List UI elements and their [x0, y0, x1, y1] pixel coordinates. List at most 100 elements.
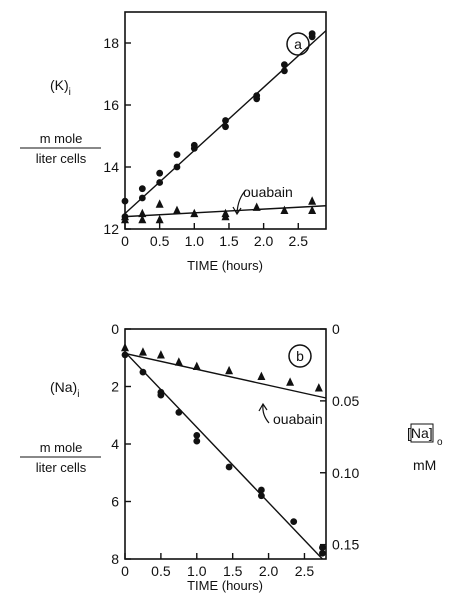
panel-b-right-label-sub: o — [437, 437, 443, 448]
panel-a-unit-denominator: liter cells — [36, 151, 87, 166]
panel-a-circle-point — [222, 117, 229, 124]
panel-b-y-tick-label: 6 — [111, 494, 119, 510]
panel-a-points — [121, 30, 317, 224]
panel-a-circle-point — [173, 163, 181, 171]
panel-b-y-tick-label: 8 — [111, 551, 119, 567]
panel-a-x-tick-label: 1.0 — [185, 233, 205, 249]
panel-a-y-tick-label: 18 — [103, 35, 119, 51]
panel-b-triangle-point — [314, 383, 323, 392]
panel-a-y-ticks: 12 14 16 18 — [103, 35, 131, 237]
panel-b-y-ticks: 0 2 4 6 8 — [111, 321, 131, 567]
panel-a-id-badge: a — [286, 32, 310, 56]
panel-a-x-label: TIME (hours) — [187, 258, 263, 273]
panel-a-circle-point — [138, 194, 146, 202]
panel-a-triangle-point — [280, 205, 289, 214]
panel-b-circle-point — [319, 549, 326, 557]
panel-a-circle-point — [173, 151, 181, 159]
panel-b-x-tick-label: 2.0 — [259, 563, 279, 579]
panel-b-annotation: ouabain — [273, 411, 323, 427]
panel-a-x-ticks: 0 0.5 1.0 1.5 2.0 2.5 — [121, 223, 308, 249]
panel-a-triangle-point — [221, 211, 230, 221]
panel-b-circle-point — [319, 544, 326, 551]
panel-b-triangle-point — [174, 357, 183, 366]
panel-b-x-tick-label: 1.0 — [187, 563, 207, 579]
panel-a-x-tick-label: 0 — [121, 233, 129, 249]
panel-b-triangle-point — [225, 365, 234, 375]
panel-a-circle-point — [253, 95, 261, 103]
panel-b-chart: b 0 2 4 6 8 0 0.05 0.10 0.15 0 0.5 1.0 1.5 2.0 2.5 (… — [20, 321, 443, 593]
panel-b-right-ticks: 0 0.05 0.10 0.15 — [320, 321, 359, 553]
panel-b-y-label: (Na)i — [50, 379, 79, 400]
panel-a-plot-frame — [124, 11, 327, 230]
panel-b-unit-numerator: m mole — [40, 440, 83, 455]
panel-b-circle-point — [175, 408, 183, 416]
panel-b-circle-point — [225, 463, 233, 471]
panel-a-y-label-main: (K) — [50, 77, 69, 93]
panel-a-letter: a — [294, 36, 302, 52]
panel-b-circle-point — [193, 431, 201, 439]
panel-a-circle-point — [281, 61, 288, 69]
panel-a-x-tick-label: 2.0 — [254, 233, 274, 249]
panel-b-circle-point — [257, 486, 265, 494]
panel-b-x-ticks: 0 0.5 1.0 1.5 2.0 2.5 — [121, 553, 314, 579]
panel-b-y-tick-label: 0 — [111, 321, 119, 337]
panel-b-right-tick-label: 0 — [332, 321, 340, 337]
panel-b-triangle-point — [156, 350, 165, 359]
panel-b-triangle-point — [138, 347, 147, 356]
panel-b-unit-denominator: liter cells — [36, 460, 87, 475]
panel-b-right-tick-label: 0.15 — [332, 537, 359, 553]
panel-b-annotation-arrow — [262, 404, 270, 424]
panel-b-circle-point — [257, 492, 265, 500]
panel-b-right-unit: mM — [413, 457, 436, 473]
panel-a-y-tick-label: 16 — [103, 97, 119, 113]
panel-b-letter: b — [296, 348, 304, 364]
panel-a-triangle-point — [155, 214, 164, 224]
panel-a-unit-numerator: m mole — [40, 131, 83, 146]
panel-b-right-tick-label: 0.05 — [332, 393, 359, 409]
panel-a-x-tick-label: 1.5 — [219, 233, 239, 249]
panel-a-y-label-sub: i — [69, 87, 71, 98]
panel-a-annotation-arrow — [236, 189, 247, 214]
panel-a-circle-point — [308, 33, 316, 41]
panel-a-y-tick-label: 14 — [103, 159, 119, 175]
panel-a-triangle-point — [308, 196, 317, 205]
panel-b-right-tick-label: 0.10 — [332, 465, 359, 481]
panel-b-x-tick-label: 0 — [121, 563, 129, 579]
panel-b-y-label-main: (Na) — [50, 379, 77, 395]
panel-a-triangle-point — [155, 199, 164, 208]
panel-a-triangle-point — [138, 208, 147, 218]
panel-a-triangle-point — [308, 205, 317, 214]
panel-a-triangle-point — [190, 208, 199, 218]
panel-a-circle-point — [190, 145, 198, 152]
panel-a-y-label: (K)i — [50, 77, 71, 98]
panel-b-fit-lines — [124, 351, 327, 560]
panel-a-x-tick-label: 0.5 — [150, 233, 170, 249]
panel-b-circle-point — [121, 351, 129, 359]
panel-b-circle-point — [157, 391, 165, 399]
panel-a-circle-point — [138, 185, 146, 193]
panel-b-annotation-arrowhead — [258, 402, 268, 412]
panel-a-circle-point — [281, 67, 288, 75]
panel-a-annotation: ouabain — [243, 184, 293, 200]
panel-b-x-tick-label: 2.5 — [295, 563, 315, 579]
panel-b-y-tick-label: 4 — [111, 436, 119, 452]
panel-b-fit-line-triangle — [124, 352, 327, 399]
panel-a-circle-point — [222, 123, 229, 131]
panel-a-circle-point — [156, 169, 164, 177]
panel-a-triangle-point — [138, 214, 147, 224]
panel-b-circle-point — [139, 368, 147, 376]
panel-a-triangle-point — [172, 205, 181, 214]
panel-a-x-tick-label: 2.5 — [289, 233, 309, 249]
panel-b-fit-line-circle — [124, 351, 323, 560]
panel-b-circle-point — [193, 437, 201, 445]
panel-b-points — [121, 342, 326, 557]
panel-b-triangle-point — [286, 377, 295, 386]
panel-b-triangle-point — [121, 342, 129, 352]
panel-a-circle-point — [121, 197, 129, 205]
panel-a-y-tick-label: 12 — [103, 221, 119, 237]
panel-b-triangle-point — [192, 361, 201, 370]
panel-b-circle-point — [290, 518, 298, 526]
panel-b-x-label: TIME (hours) — [187, 578, 263, 593]
